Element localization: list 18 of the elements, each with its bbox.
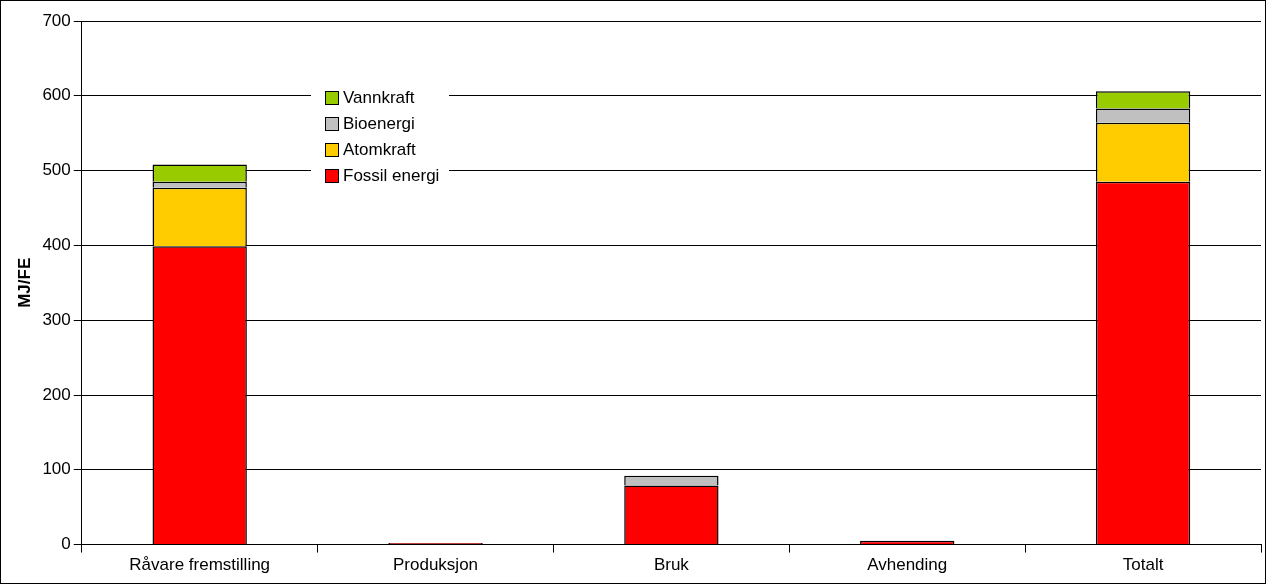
- y-tick-label: 400: [42, 235, 71, 255]
- x-tick-label: Avhending: [867, 555, 948, 575]
- y-tick-label: 500: [42, 160, 71, 180]
- y-tick-label: 0: [61, 534, 71, 554]
- legend-label: Atomkraft: [343, 140, 416, 160]
- y-axis-title: MJ/FE: [14, 257, 34, 308]
- y-tick-label: 100: [42, 459, 71, 479]
- y-tick-label: 700: [42, 10, 71, 30]
- x-tick-label: Totalt: [1122, 555, 1164, 575]
- x-tick-label: Bruk: [653, 555, 690, 575]
- legend-label: Bioenergi: [343, 114, 415, 134]
- legend-label: Fossil energi: [343, 166, 440, 186]
- y-tick-label: 600: [42, 85, 71, 105]
- y-tick-label: 200: [42, 384, 71, 404]
- legend-label: Vannkraft: [343, 88, 415, 108]
- x-tick-label: Produksjon: [393, 555, 479, 575]
- x-tick-label: Råvare fremstilling: [129, 555, 271, 575]
- y-tick-label: 300: [42, 309, 71, 329]
